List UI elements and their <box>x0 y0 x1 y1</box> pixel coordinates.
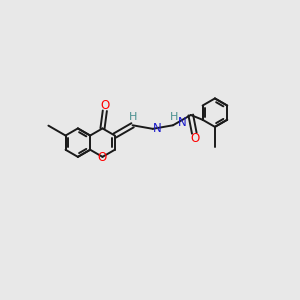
Text: O: O <box>98 151 107 164</box>
Text: N: N <box>178 116 187 129</box>
Text: H: H <box>170 112 179 122</box>
Text: O: O <box>100 99 110 112</box>
Text: O: O <box>190 132 200 145</box>
Text: H: H <box>129 112 137 122</box>
Text: N: N <box>153 122 162 135</box>
